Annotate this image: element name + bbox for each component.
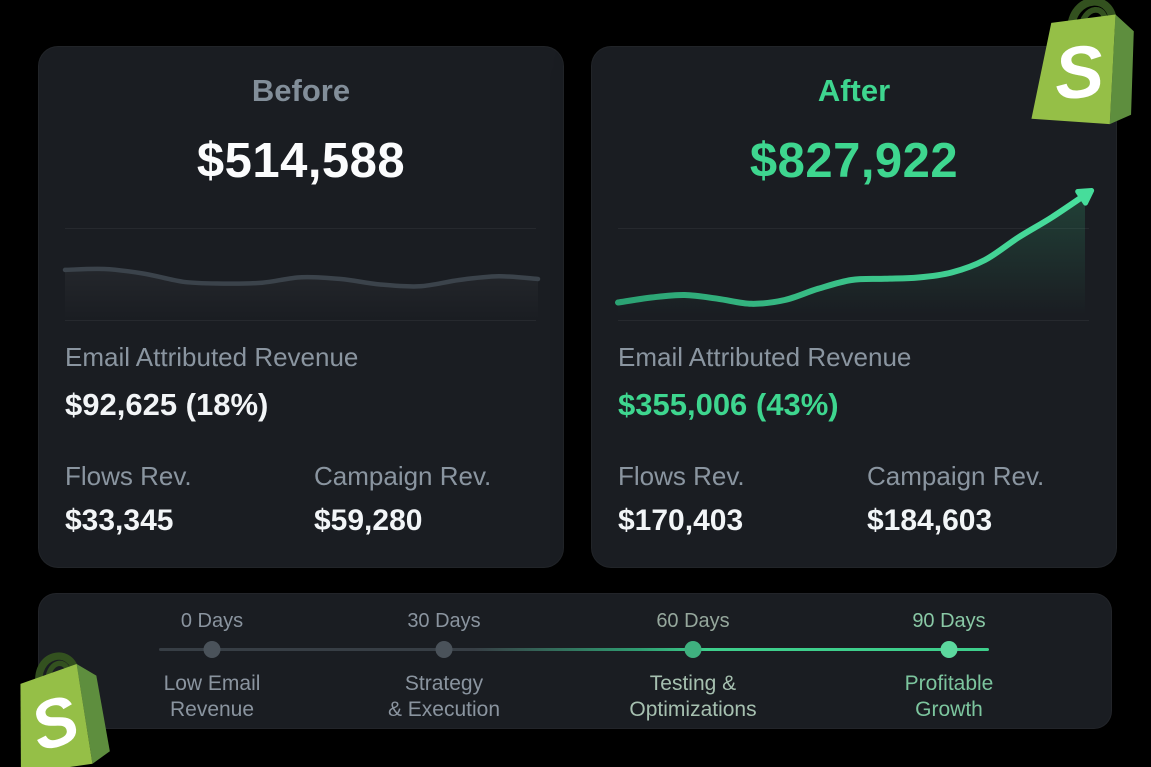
bag-front-face [1031, 14, 1116, 125]
email-revenue-label: Email Attributed Revenue [618, 342, 912, 372]
shopify-letter: S [1051, 28, 1107, 115]
timeline-track [159, 648, 989, 651]
flows-rev-value: $170,403 [618, 504, 744, 537]
flows-rev-label: Flows Rev. [618, 461, 745, 491]
milestone-dot [940, 641, 958, 658]
campaign-rev-value: $184,603 [867, 504, 993, 537]
milestone-caption: Strategy & Execution [387, 672, 501, 721]
card-title: Before [251, 73, 351, 108]
card-total-value: $514,588 [196, 134, 406, 188]
campaign-rev-label: Campaign Rev. [867, 461, 1045, 491]
milestone-caption: Profitable Growth [904, 672, 994, 721]
milestone-dot [203, 641, 221, 658]
flows-rev-label: Flows Rev. [65, 461, 192, 491]
before-card: Before $514,588 Email Attributed Revenue… [38, 46, 564, 568]
milestone-dot [435, 641, 453, 658]
milestone-dot [684, 641, 702, 658]
milestone-60-days: 60 Days Testing & Optimizations [593, 594, 793, 728]
after-trend-chart [615, 188, 1095, 320]
milestone-caption: Low Email Revenue [163, 672, 261, 721]
trend-arrow-head [1075, 188, 1095, 206]
milestone-days-label: 30 Days [407, 610, 481, 632]
timeline-bar: 0 Days Low Email Revenue 30 Days Strateg… [38, 593, 1112, 729]
bag-side-face [1109, 14, 1134, 125]
shopify-logo-icon: S [1031, 0, 1134, 125]
sparkline-panel [62, 228, 541, 321]
milestone-days-label: 0 Days [180, 610, 244, 632]
milestone-caption: Testing & Optimizations [629, 672, 757, 721]
before-sparkline-chart [62, 266, 541, 320]
milestone-days-label: 90 Days [912, 610, 986, 632]
milestone-days-label: 60 Days [656, 610, 730, 632]
bag-front-face [20, 663, 93, 767]
sparkline-panel [615, 188, 1095, 321]
milestone-90-days: 90 Days Profitable Growth [849, 594, 1049, 728]
bag-side-face [76, 663, 110, 764]
email-revenue-value: $355,006 (43%) [618, 387, 839, 422]
campaign-rev-label: Campaign Rev. [314, 461, 492, 491]
milestone-30-days: 30 Days Strategy & Execution [344, 594, 544, 728]
email-revenue-value: $92,625 (18%) [65, 387, 269, 422]
email-revenue-label: Email Attributed Revenue [65, 342, 359, 372]
shopify-logo-icon: S [20, 652, 110, 767]
flows-rev-value: $33,345 [65, 504, 174, 537]
card-title: After [817, 73, 891, 108]
card-total-value: $827,922 [749, 134, 959, 188]
campaign-rev-value: $59,280 [314, 504, 423, 537]
milestone-0-days: 0 Days Low Email Revenue [112, 594, 312, 728]
after-card: After $827,922 Email Attributed Revenue … [591, 46, 1117, 568]
